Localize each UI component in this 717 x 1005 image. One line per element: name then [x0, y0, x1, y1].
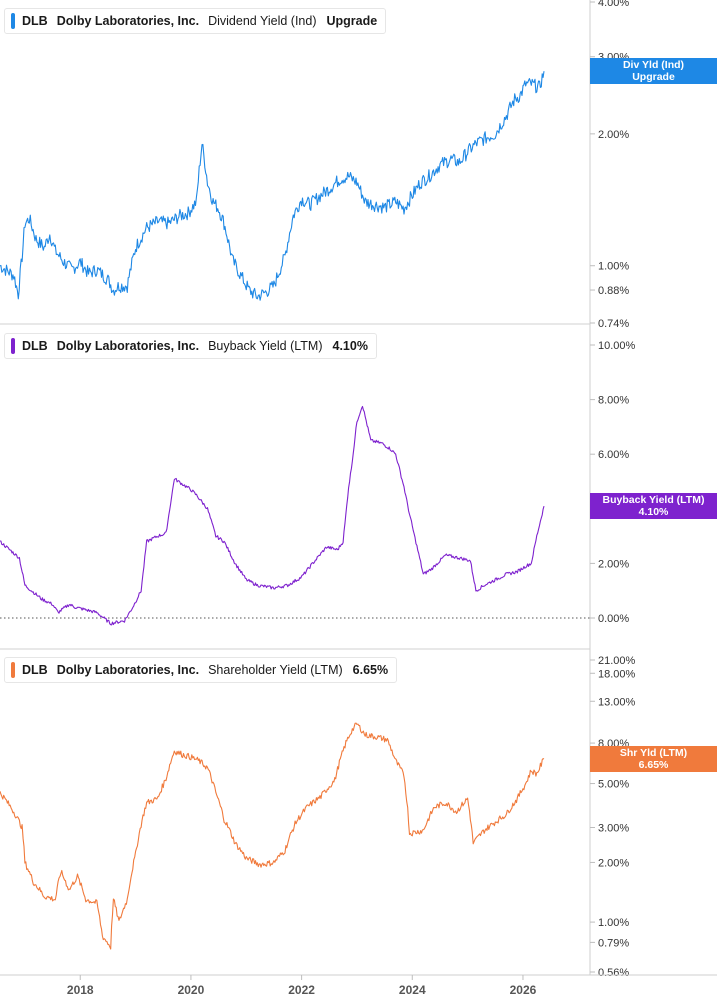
y-tick-label: 21.00%	[598, 655, 636, 667]
y-tick-label: 13.00%	[598, 696, 636, 708]
legend-company: Dolby Laboratories, Inc.	[56, 14, 200, 28]
pane-legend-2[interactable]: DLB Dolby Laboratories, Inc. Buyback Yield…	[4, 333, 377, 359]
x-tick-label: 2018	[67, 983, 94, 997]
y-tick-label: 1.00%	[598, 261, 629, 273]
x-tick-label: 2024	[399, 983, 426, 997]
legend-metric: Dividend Yield (Ind)	[208, 14, 317, 28]
y-tick-label: 2.00%	[598, 558, 629, 570]
legend-ticker: DLB	[22, 663, 48, 677]
x-tick-label: 2020	[178, 983, 205, 997]
y-tick-label: 0.74%	[598, 318, 629, 330]
y-tick-label: 1.00%	[598, 917, 629, 929]
legend-swatch	[11, 662, 15, 678]
value-tag-line: Buyback Yield (LTM)	[602, 494, 705, 507]
y-tick-label: 6.00%	[598, 449, 629, 461]
legend-company: Dolby Laboratories, Inc.	[56, 663, 200, 677]
value-tag-line: Shr Yld (LTM)	[619, 746, 688, 759]
legend-swatch	[11, 13, 15, 29]
y-tick-label: 2.00%	[598, 857, 629, 869]
y-tick-label: 0.79%	[598, 937, 629, 949]
pane-legend-1[interactable]: DLB Dolby Laboratories, Inc. Dividend Yiel…	[4, 8, 387, 34]
x-tick-label: 2022	[288, 983, 315, 997]
pane-legend-3[interactable]: DLB Dolby Laboratories, Inc. Shareholder Y…	[4, 657, 398, 683]
legend-company: Dolby Laboratories, Inc.	[56, 339, 200, 353]
y-tick-label: 5.00%	[598, 779, 629, 791]
series-line-3	[0, 722, 545, 950]
value-tag-2: Buyback Yield (LTM) 4.10%	[590, 493, 717, 520]
legend-ticker: DLB	[22, 14, 48, 28]
chart-pane-1: 0.74%0.88%1.00%2.00%3.00%4.00%	[0, 0, 629, 330]
value-tag-line: 6.65%	[638, 758, 669, 771]
legend-value: 6.65%	[352, 663, 389, 677]
y-tick-label: 8.00%	[598, 395, 629, 407]
legend-ticker: DLB	[22, 339, 48, 353]
legend-metric: Shareholder Yield (LTM)	[208, 663, 343, 677]
x-tick-label: 2026	[510, 983, 537, 997]
legend-value: 4.10%	[332, 339, 368, 353]
y-tick-label: 4.00%	[598, 0, 629, 9]
legend-swatch	[11, 338, 15, 354]
y-tick-label: 2.00%	[598, 129, 629, 141]
value-tag-line: Div Yld (Ind)	[622, 59, 685, 72]
y-tick-label: 18.00%	[598, 668, 636, 680]
y-tick-label: 10.00%	[598, 340, 636, 352]
series-line-1	[0, 71, 545, 301]
chart-pane-3: 0.56%0.79%1.00%2.00%3.00%5.00%8.00%13.00…	[0, 648, 636, 979]
y-tick-label: 0.88%	[598, 285, 629, 297]
value-tag-1: Div Yld (Ind) Upgrade	[590, 58, 717, 85]
y-tick-label: 3.00%	[598, 823, 629, 835]
value-tag-line: Upgrade	[632, 71, 675, 84]
legend-value: Upgrade	[326, 14, 378, 28]
y-tick-label: 0.00%	[598, 613, 629, 625]
value-tag-3: Shr Yld (LTM) 6.65%	[590, 745, 717, 772]
legend-metric: Buyback Yield (LTM)	[208, 339, 323, 353]
y-tick-label: 0.56%	[598, 967, 629, 979]
series-line-2	[0, 405, 545, 626]
chart-pane-2: 0.00%2.00%4.00%6.00%8.00%10.00%	[0, 323, 636, 626]
value-tag-line: 4.10%	[638, 506, 669, 519]
